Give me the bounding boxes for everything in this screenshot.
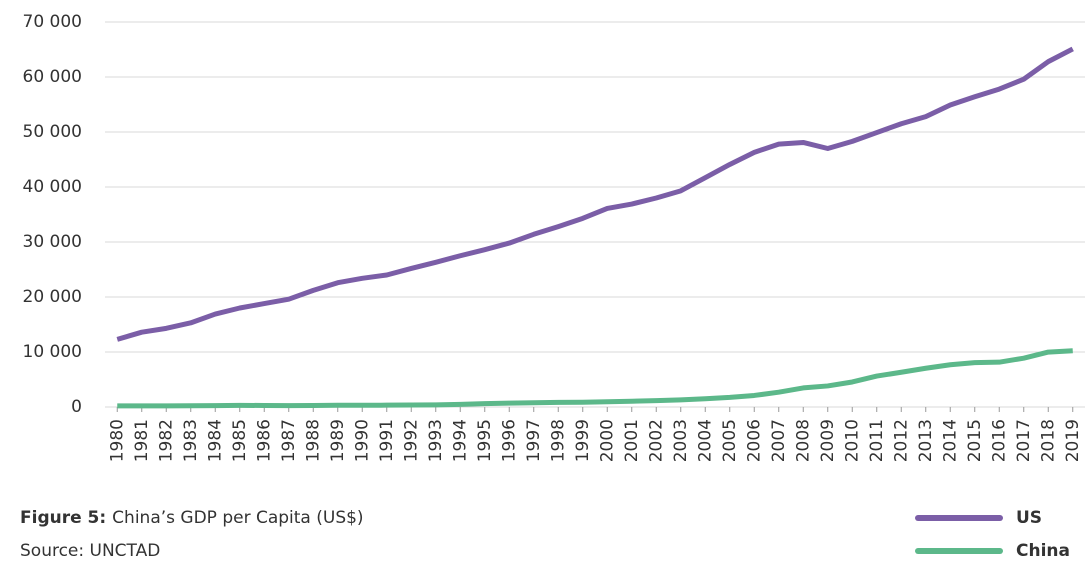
x-tick-label: 2008: [793, 419, 813, 462]
x-tick-label: 1992: [401, 419, 421, 462]
x-tick-label: 2019: [1063, 419, 1083, 462]
source: Source: UNCTAD: [20, 541, 160, 561]
x-tick-label: 1980: [107, 419, 127, 462]
x-tick-label: 1994: [450, 419, 470, 462]
series-line: [117, 348, 1073, 409]
legend-label: China: [1016, 541, 1070, 561]
x-tick-label: 1991: [377, 419, 397, 462]
x-tick-label: 1999: [573, 419, 593, 462]
figure-label: Figure 5:: [20, 508, 106, 528]
x-tick-label: 1989: [328, 419, 348, 462]
y-tick-label: 30 000: [23, 232, 82, 252]
x-tick-label: 2015: [965, 419, 985, 462]
x-tick-label: 1988: [303, 419, 323, 462]
y-tick-label: 40 000: [23, 177, 82, 197]
x-tick-label: 1987: [279, 419, 299, 462]
x-tick-label: 2004: [695, 419, 715, 462]
x-tick-label: 2016: [989, 419, 1009, 462]
x-tick-label: 1983: [181, 419, 201, 462]
series-line: [116, 46, 1074, 342]
x-tick-label: 2009: [818, 419, 838, 462]
x-tick-label: 2017: [1014, 419, 1034, 462]
caption: Figure 5: China’s GDP per Capita (US$): [20, 508, 364, 528]
x-tick-label: 2013: [916, 419, 936, 462]
x-tick-label: 1982: [156, 419, 176, 462]
x-tick-label: 2011: [867, 419, 887, 462]
x-tick-label: 2010: [842, 419, 862, 462]
x-tick-label: 2007: [769, 419, 789, 462]
x-tick-label: 1981: [132, 419, 152, 462]
x-tick-label: 2002: [646, 419, 666, 462]
y-tick-label: 60 000: [23, 67, 82, 87]
x-tick-label: 2005: [720, 419, 740, 462]
x-tick-label: 2018: [1038, 419, 1058, 462]
x-tick-label: 1985: [230, 419, 250, 462]
x-tick-label: 2006: [744, 419, 764, 462]
y-tick-label: 20 000: [23, 287, 82, 307]
y-tick-label: 10 000: [23, 342, 82, 362]
x-tick-label: 1995: [475, 419, 495, 462]
x-tick-label: 1997: [524, 419, 544, 462]
x-tick-label: 2001: [622, 419, 642, 462]
x-tick-label: 2012: [891, 419, 911, 462]
x-tick-label: 1986: [254, 419, 274, 462]
x-tick-label: 2003: [671, 419, 691, 462]
x-tick-label: 2014: [940, 419, 960, 462]
x-tick-label: 1998: [548, 419, 568, 462]
x-tick-label: 2000: [597, 419, 617, 462]
legend-label: US: [1016, 508, 1042, 528]
x-tick-label: 1990: [352, 419, 372, 462]
x-tick-label: 1996: [499, 419, 519, 462]
y-tick-label: 70 000: [23, 12, 82, 32]
chart-title: China’s GDP per Capita (US$): [112, 508, 363, 528]
y-tick-label: 0: [71, 397, 82, 417]
x-tick-label: 1993: [426, 419, 446, 462]
x-tick-label: 1984: [205, 419, 225, 462]
y-tick-label: 50 000: [23, 122, 82, 142]
